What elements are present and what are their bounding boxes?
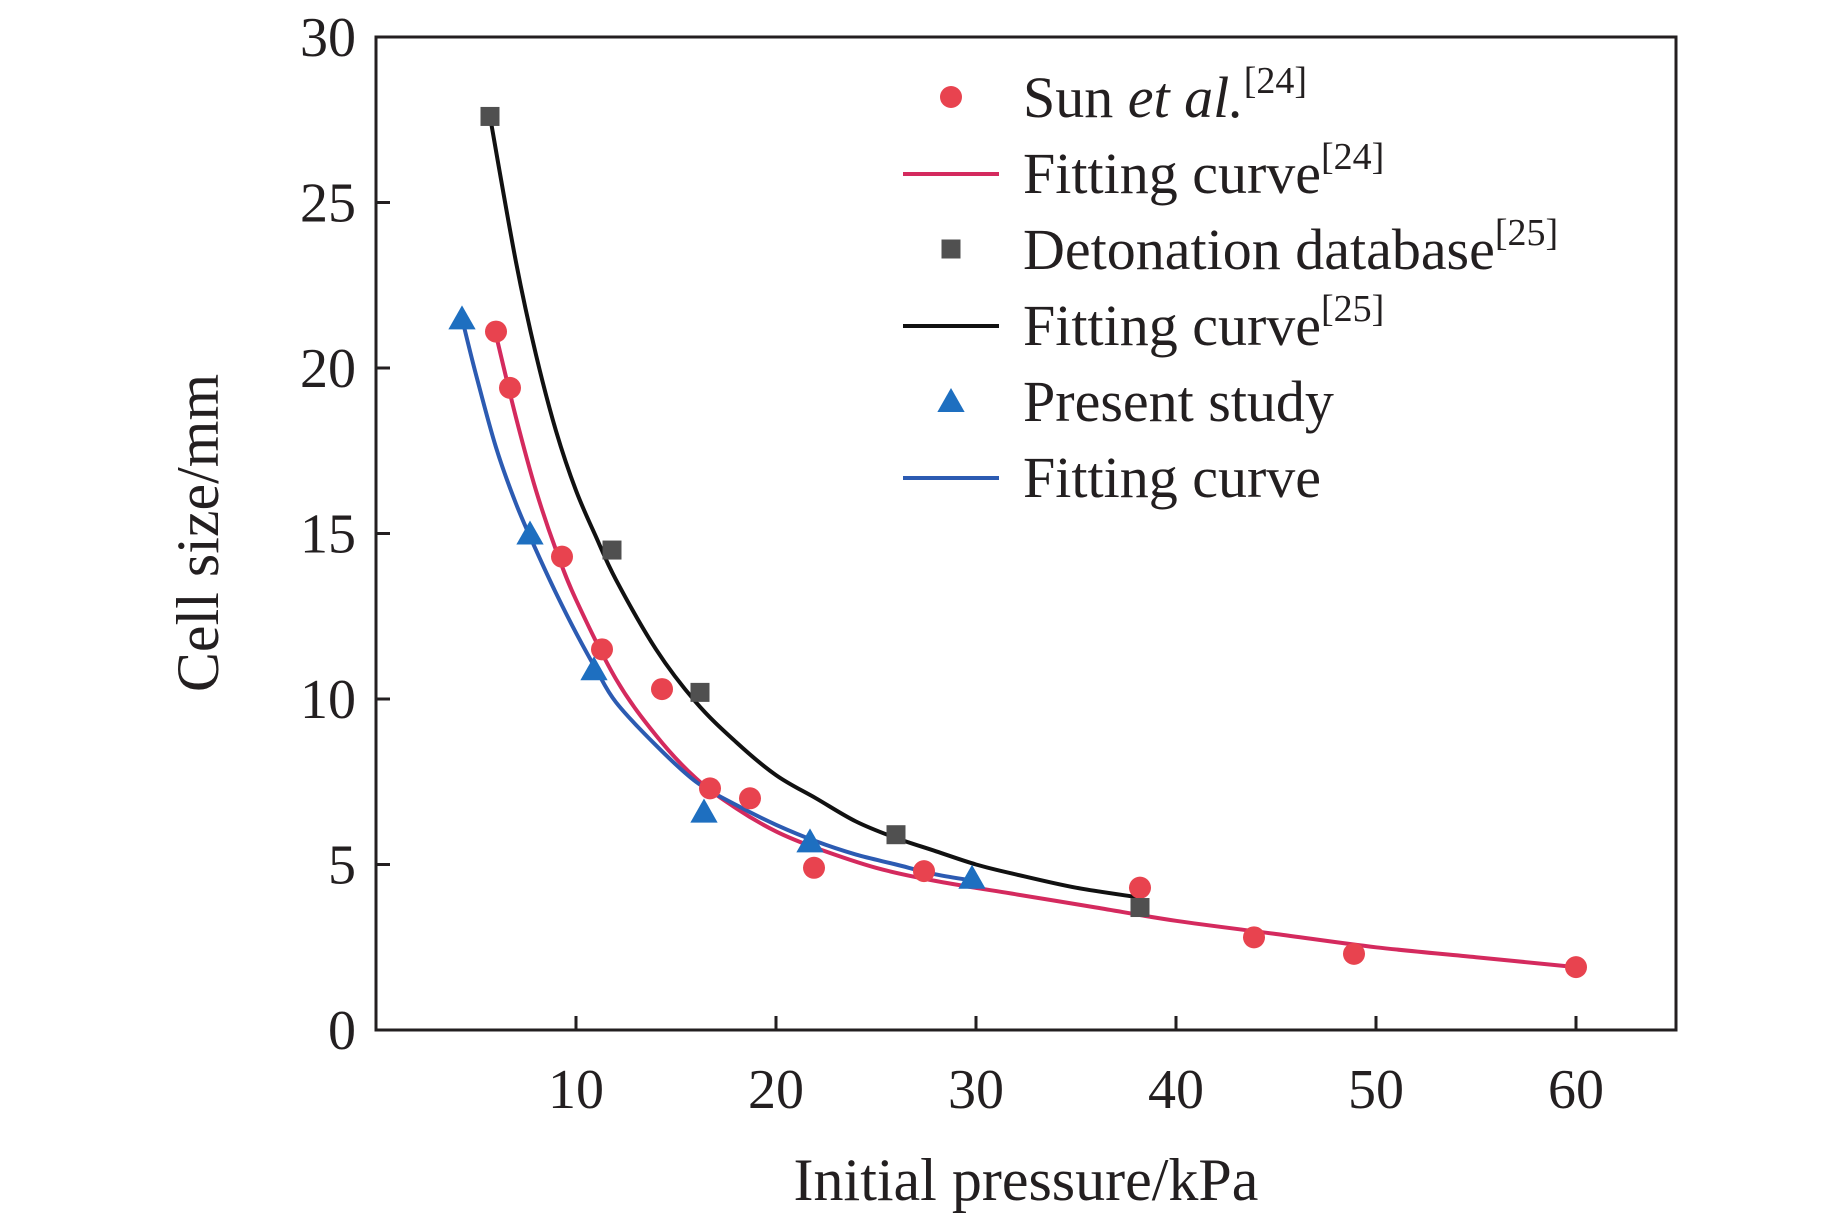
x-axis: 10 20 30 40 50 60 bbox=[548, 1016, 1604, 1121]
data-point-circle-7 bbox=[803, 856, 825, 879]
legend-marker-circle bbox=[940, 86, 962, 108]
legend-label-5: Fitting curve bbox=[1023, 445, 1321, 510]
data-point-circle-10 bbox=[1243, 926, 1265, 949]
data-point-square-4 bbox=[1130, 898, 1150, 918]
data-point-circle-3 bbox=[591, 638, 613, 661]
legend-label-0: Sun et al.[24] bbox=[1023, 60, 1307, 130]
fit-curve-5 bbox=[460, 316, 978, 883]
legend-label-3: Fitting curve[25] bbox=[1023, 288, 1384, 358]
y-tick-label: 25 bbox=[300, 173, 356, 235]
legend-label-1: Fitting curve[24] bbox=[1023, 136, 1384, 206]
x-tick-label: 50 bbox=[1348, 1059, 1404, 1121]
y-tick-label: 10 bbox=[300, 669, 356, 731]
data-point-square-3 bbox=[886, 825, 906, 845]
data-point-triangle-1 bbox=[516, 520, 544, 545]
data-point-circle-0 bbox=[485, 320, 507, 343]
x-tick-label: 30 bbox=[948, 1059, 1004, 1121]
data-point-circle-2 bbox=[551, 545, 573, 568]
data-point-circle-12 bbox=[1565, 956, 1587, 979]
y-tick-label: 20 bbox=[300, 338, 356, 400]
y-axis-label: Cell size/mm bbox=[165, 374, 231, 692]
legend-marker-square bbox=[941, 239, 961, 259]
y-tick-label: 0 bbox=[328, 1000, 356, 1062]
data-point-circle-1 bbox=[499, 376, 521, 399]
data-point-circle-11 bbox=[1343, 942, 1365, 965]
data-point-circle-5 bbox=[699, 777, 721, 800]
x-tick-label: 20 bbox=[748, 1059, 804, 1121]
x-axis-label: Initial pressure/kPa bbox=[794, 1147, 1259, 1213]
legend-label-4: Present study bbox=[1023, 369, 1334, 434]
y-tick-label: 15 bbox=[300, 504, 356, 566]
data-point-circle-8 bbox=[913, 860, 935, 883]
legend-label-2: Detonation database[25] bbox=[1023, 212, 1558, 282]
data-points bbox=[448, 106, 1587, 979]
data-point-square-0 bbox=[480, 106, 500, 126]
fit-curve-3 bbox=[488, 114, 1142, 900]
data-point-triangle-2 bbox=[580, 656, 608, 681]
data-point-triangle-0 bbox=[448, 305, 476, 330]
data-point-triangle-4 bbox=[796, 828, 824, 853]
y-tick-label: 5 bbox=[328, 835, 356, 897]
x-tick-label: 60 bbox=[1548, 1059, 1604, 1121]
x-tick-label: 10 bbox=[548, 1059, 604, 1121]
y-tick-label: 30 bbox=[300, 7, 356, 69]
data-point-square-2 bbox=[690, 682, 710, 702]
data-point-triangle-3 bbox=[690, 798, 718, 823]
y-axis: 0 5 10 15 20 25 30 bbox=[300, 7, 390, 1062]
data-point-triangle-5 bbox=[958, 864, 986, 889]
legend-marker-triangle bbox=[937, 388, 965, 413]
legend: Sun et al.[24]Fitting curve[24]Detonatio… bbox=[903, 60, 1558, 510]
data-point-circle-6 bbox=[739, 787, 761, 810]
data-point-circle-4 bbox=[651, 678, 673, 701]
data-point-circle-9 bbox=[1129, 876, 1151, 899]
x-tick-label: 40 bbox=[1148, 1059, 1204, 1121]
data-point-square-1 bbox=[602, 540, 622, 560]
